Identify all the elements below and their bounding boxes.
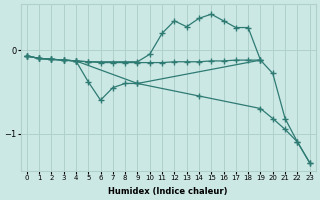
X-axis label: Humidex (Indice chaleur): Humidex (Indice chaleur) xyxy=(108,187,228,196)
